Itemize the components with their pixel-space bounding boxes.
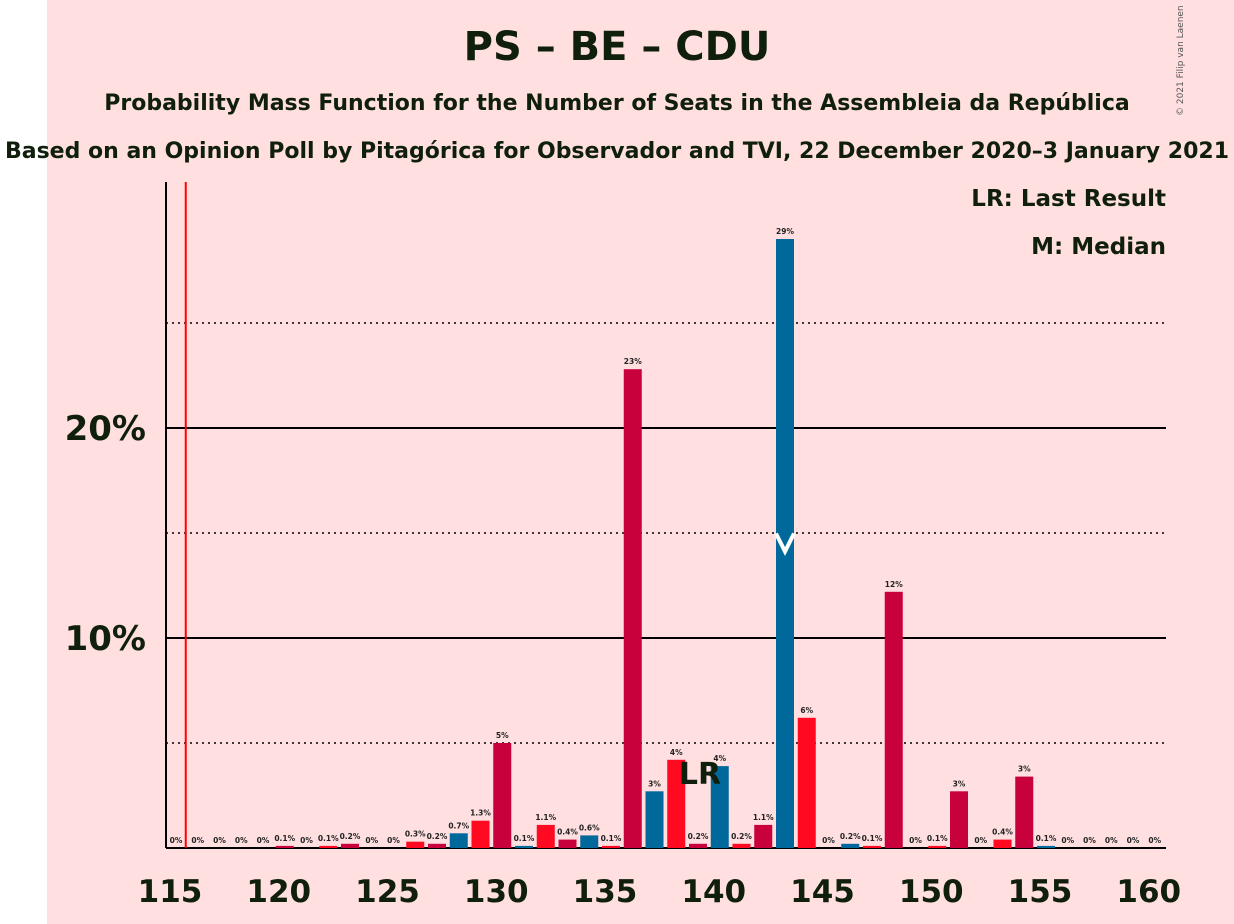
- x-tick-label: 130: [464, 874, 529, 910]
- bar-126: [406, 841, 425, 848]
- data-label-137: 3%: [648, 779, 661, 788]
- bar-150: [928, 845, 947, 848]
- data-label-154: 3%: [1018, 765, 1031, 774]
- data-label-151: 3%: [953, 779, 966, 788]
- x-tick-label: 140: [681, 874, 746, 910]
- bar-128: [449, 833, 468, 848]
- data-label-156: 0%: [1061, 836, 1074, 845]
- data-label-141: 0.2%: [731, 832, 752, 841]
- bar-147: [863, 845, 881, 848]
- data-label-128: 0.7%: [448, 821, 469, 830]
- data-label-158: 0%: [1105, 836, 1118, 845]
- data-label-155: 0.1%: [1036, 834, 1057, 843]
- data-label-148: 12%: [885, 580, 903, 589]
- data-label-135: 0.1%: [601, 834, 622, 843]
- data-label-140: 4%: [713, 754, 726, 763]
- y-tick-label: 20%: [65, 409, 146, 449]
- data-label-152: 0%: [974, 836, 987, 845]
- bar-127: [428, 843, 446, 848]
- bar-133: [558, 839, 577, 848]
- bar-155: [1037, 845, 1055, 848]
- data-label-125: 0%: [387, 836, 400, 845]
- chart-subtitle: Probability Mass Function for the Number…: [104, 91, 1130, 116]
- data-label-129: 1.3%: [470, 809, 491, 818]
- data-label-150: 0.1%: [927, 834, 948, 843]
- data-label-126: 0.3%: [405, 830, 426, 839]
- data-label-118: 0%: [235, 836, 248, 845]
- y-tick-label: 10%: [65, 619, 146, 659]
- bar-137: [645, 791, 664, 848]
- data-label-153: 0.4%: [992, 828, 1013, 837]
- data-label-127: 0.2%: [427, 832, 448, 841]
- data-label-139: 0.2%: [688, 832, 709, 841]
- bar-140: [710, 766, 729, 848]
- data-label-138: 4%: [670, 748, 683, 757]
- legend-last-result: LR: Last Result: [971, 186, 1166, 212]
- bar-144: [797, 717, 816, 848]
- bar-123: [341, 843, 359, 848]
- data-label-119: 0%: [257, 836, 270, 845]
- data-label-146: 0.2%: [840, 832, 861, 841]
- data-label-122: 0.1%: [318, 834, 339, 843]
- data-label-123: 0.2%: [340, 832, 361, 841]
- bar-146: [841, 843, 860, 848]
- x-tick-label: 135: [573, 874, 638, 910]
- last-result-label: LR: [679, 757, 721, 792]
- bar-132: [536, 824, 555, 848]
- bar-131: [515, 845, 533, 848]
- data-label-131: 0.1%: [514, 834, 535, 843]
- data-label-149: 0%: [909, 836, 922, 845]
- data-label-124: 0%: [365, 836, 378, 845]
- bar-142: [754, 824, 773, 848]
- bar-139: [689, 843, 707, 848]
- bar-120: [275, 845, 294, 848]
- x-tick-label: 145: [790, 874, 855, 910]
- data-label-160: 0%: [1148, 836, 1161, 845]
- chart-source-subtitle: Based on an Opinion Poll by Pitagórica f…: [4, 139, 1230, 164]
- bar-134: [580, 835, 599, 848]
- data-label-143: 29%: [776, 227, 794, 236]
- chart-title: PS – BE – CDU: [463, 24, 771, 70]
- bar-136: [623, 369, 642, 848]
- data-label-136: 23%: [624, 357, 642, 366]
- bar-148: [884, 591, 903, 848]
- bar-130: [493, 743, 512, 848]
- x-tick-label: 125: [355, 874, 420, 910]
- data-label-144: 6%: [800, 706, 813, 715]
- data-label-121: 0%: [300, 836, 313, 845]
- data-label-147: 0.1%: [862, 834, 883, 843]
- data-label-145: 0%: [822, 836, 835, 845]
- data-label-142: 1.1%: [753, 813, 774, 822]
- median-marker: [774, 532, 796, 556]
- data-label-132: 1.1%: [535, 813, 556, 822]
- bar-135: [602, 845, 620, 848]
- data-label-115: 0%: [170, 836, 183, 845]
- x-tick-label: 120: [246, 874, 311, 910]
- data-label-157: 0%: [1083, 836, 1096, 845]
- data-label-159: 0%: [1127, 836, 1140, 845]
- bar-138: [667, 759, 686, 848]
- x-tick-label: 155: [1008, 874, 1073, 910]
- bar-154: [1015, 776, 1034, 848]
- x-tick-label: 115: [138, 874, 203, 910]
- bar-153: [993, 839, 1012, 848]
- data-label-134: 0.6%: [579, 823, 600, 832]
- data-label-130: 5%: [496, 731, 509, 740]
- bar-151: [950, 791, 968, 848]
- legend-median: M: Median: [1031, 234, 1166, 260]
- x-tick-label: 160: [1116, 874, 1181, 910]
- data-label-116: 0%: [191, 836, 204, 845]
- data-label-133: 0.4%: [557, 828, 578, 837]
- bar-122: [319, 845, 338, 848]
- bar-141: [732, 843, 751, 848]
- bar-129: [471, 820, 490, 848]
- bar-143: [776, 239, 794, 848]
- x-tick-label: 150: [899, 874, 964, 910]
- data-label-120: 0.1%: [274, 834, 295, 843]
- data-label-117: 0%: [213, 836, 226, 845]
